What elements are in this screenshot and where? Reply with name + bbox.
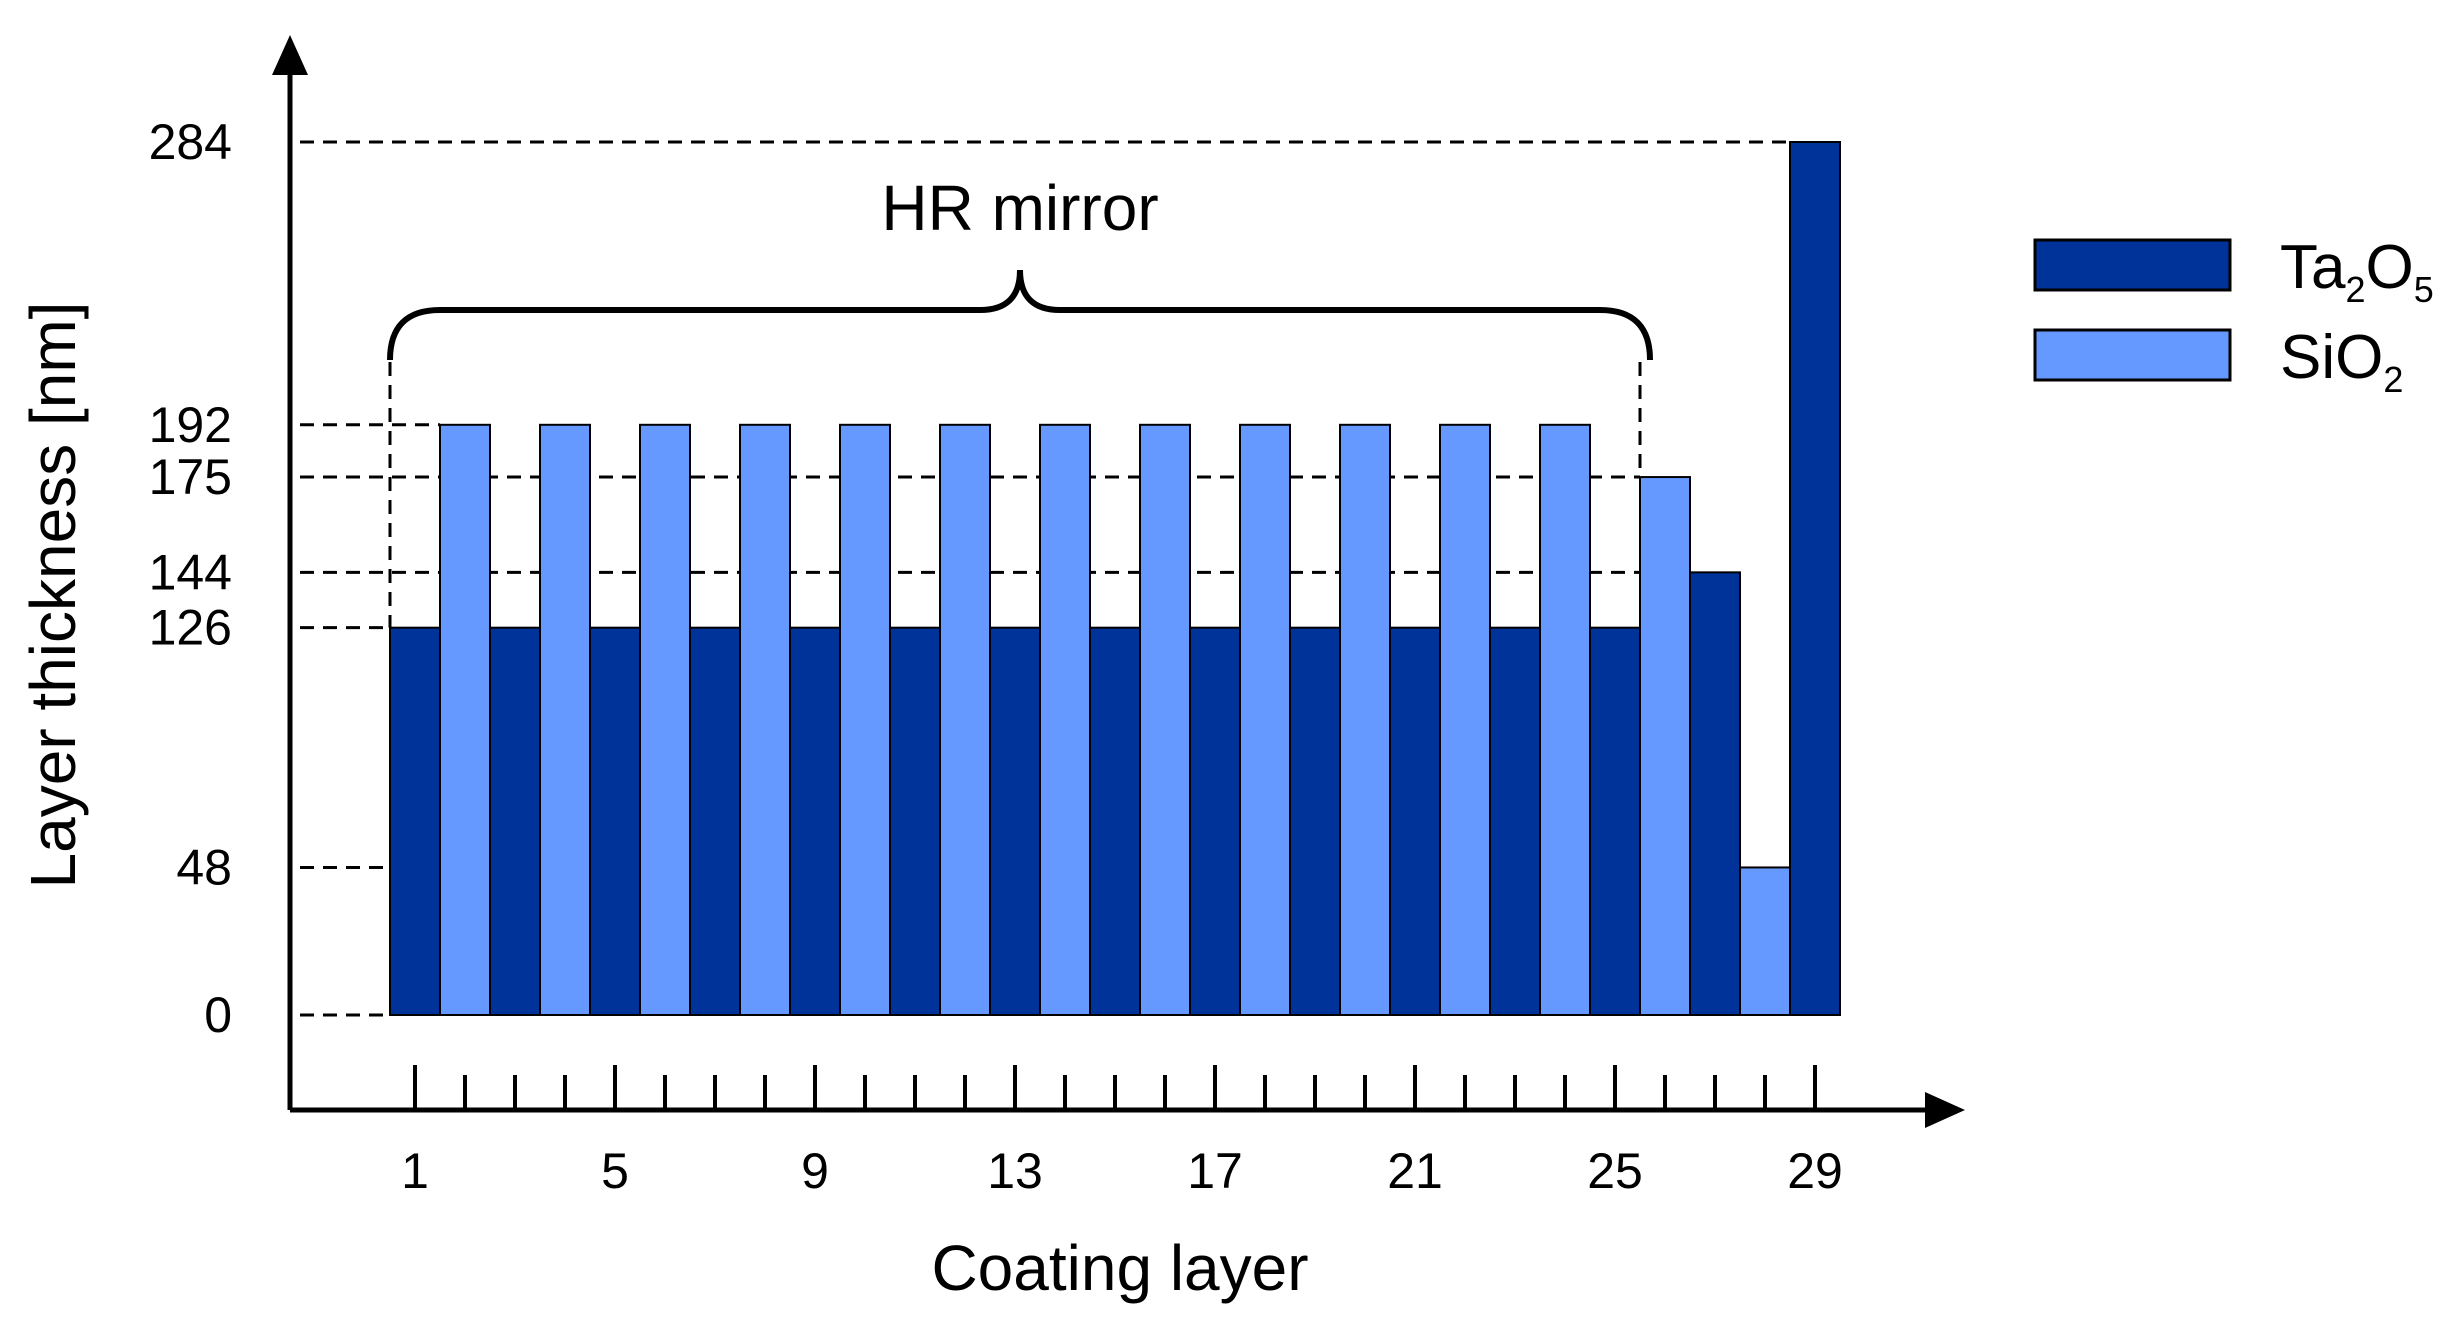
bar-layer-19-ta2o5	[1289, 626, 1341, 1016]
legend-swatch-sio2	[2033, 328, 2232, 382]
x-tick-label-25: 25	[1587, 1143, 1643, 1199]
hr-mirror-brace: HR mirror	[387, 172, 1653, 361]
x-tick-label-5: 5	[601, 1143, 629, 1199]
y-tick-label-48: 48	[176, 839, 232, 895]
bar-layer-12-sio2	[939, 423, 991, 1017]
bar-layer-14-sio2	[1039, 423, 1091, 1017]
y-tick-label-175: 175	[149, 449, 232, 505]
y-tick-label-0: 0	[204, 987, 232, 1043]
bar-layer-25-ta2o5	[1589, 626, 1641, 1016]
bar-layer-26-sio2	[1639, 476, 1691, 1016]
x-axis-title: Coating layer	[931, 1232, 1308, 1304]
bar-layer-21-ta2o5	[1389, 626, 1441, 1016]
bars	[389, 141, 1841, 1017]
bar-layer-6-sio2	[639, 423, 691, 1017]
x-axis-arrowhead	[1925, 1092, 1965, 1128]
bar-layer-18-sio2	[1239, 423, 1291, 1017]
bar-layer-15-ta2o5	[1089, 626, 1141, 1016]
x-tick-labels: 1 5 9 13 17 21 25 29	[401, 1143, 1843, 1199]
bar-layer-20-sio2	[1339, 423, 1391, 1017]
bar-layer-11-ta2o5	[889, 626, 941, 1016]
bar-layer-5-ta2o5	[589, 626, 641, 1016]
bar-layer-2-sio2	[439, 423, 491, 1017]
bar-layer-10-sio2	[839, 423, 891, 1017]
legend-label-sio2: SiO2	[2280, 323, 2403, 400]
bar-layer-13-ta2o5	[989, 626, 1041, 1016]
y-axis-title: Layer thickness [nm]	[17, 302, 89, 889]
legend-label-ta2o5: Ta2O5	[2280, 233, 2434, 310]
bar-layer-29-ta2o5	[1789, 141, 1841, 1016]
legend: Ta2O5 SiO2	[2033, 233, 2434, 400]
bar-layer-1-ta2o5	[389, 626, 441, 1016]
bar-layer-4-sio2	[539, 423, 591, 1017]
y-tick-label-284: 284	[149, 114, 232, 170]
x-tick-label-13: 13	[987, 1143, 1043, 1199]
bar-layer-22-sio2	[1439, 423, 1491, 1017]
bar-layer-23-ta2o5	[1489, 626, 1541, 1016]
bar-layer-24-sio2	[1539, 423, 1591, 1017]
x-tick-label-29: 29	[1787, 1143, 1843, 1199]
bar-layer-17-ta2o5	[1189, 626, 1241, 1016]
y-tick-label-192: 192	[149, 397, 232, 453]
x-tick-label-9: 9	[801, 1143, 829, 1199]
bar-layer-7-ta2o5	[689, 626, 741, 1016]
x-tick-label-17: 17	[1187, 1143, 1243, 1199]
x-ticks	[413, 1065, 1817, 1110]
bar-layer-3-ta2o5	[489, 626, 541, 1016]
y-tick-label-126: 126	[149, 600, 232, 656]
brace-path	[387, 269, 1653, 361]
y-tick-label-144: 144	[149, 544, 232, 600]
x-tick-label-1: 1	[401, 1143, 429, 1199]
hr-mirror-label: HR mirror	[881, 172, 1158, 244]
bar-layer-9-ta2o5	[789, 626, 841, 1016]
bar-layer-28-sio2	[1739, 866, 1791, 1016]
y-axis-arrowhead	[272, 35, 308, 75]
bar-layer-27-ta2o5	[1689, 571, 1741, 1016]
legend-swatch-ta2o5	[2033, 238, 2232, 292]
x-tick-label-21: 21	[1387, 1143, 1443, 1199]
bar-layer-16-sio2	[1139, 423, 1191, 1017]
bar-layer-8-sio2	[739, 423, 791, 1017]
